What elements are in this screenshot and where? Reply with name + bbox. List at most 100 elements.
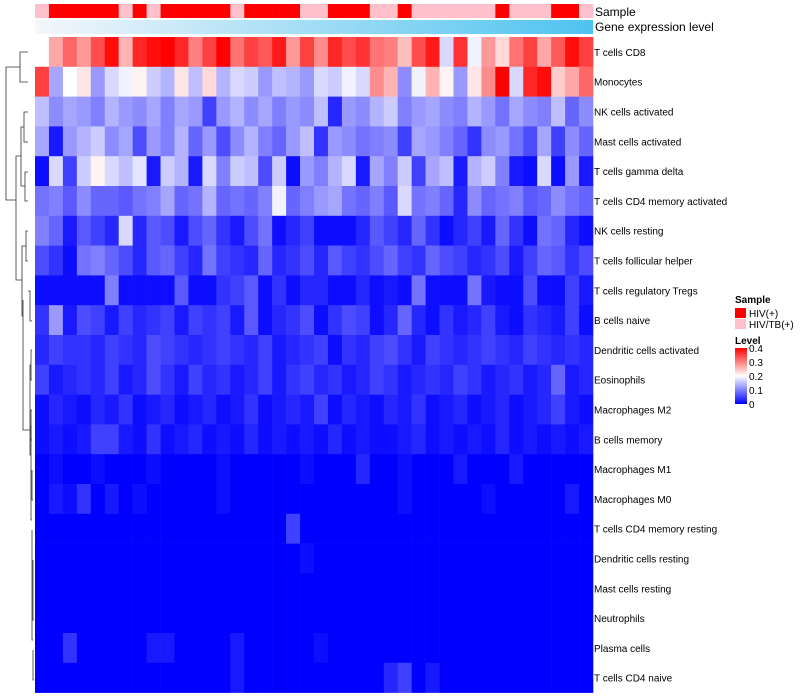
heatmap-cell bbox=[160, 484, 175, 515]
heatmap-cell bbox=[411, 364, 426, 395]
heatmap-cell bbox=[467, 573, 482, 604]
heatmap-cell bbox=[216, 513, 231, 544]
heatmap-cell bbox=[160, 513, 175, 544]
heatmap-cell bbox=[579, 603, 594, 634]
heatmap-cell bbox=[132, 186, 147, 217]
heatmap-cell bbox=[327, 543, 343, 574]
heatmap-cell bbox=[397, 335, 412, 366]
heatmap-cell bbox=[132, 66, 147, 97]
heatmap-cell bbox=[327, 394, 343, 425]
heatmap-cell bbox=[551, 633, 566, 664]
heatmap-cell bbox=[327, 245, 343, 276]
heatmap-cell bbox=[397, 186, 412, 217]
heatmap-cell bbox=[439, 186, 454, 217]
heatmap-cell bbox=[355, 96, 371, 127]
sample-annotation-cell bbox=[341, 4, 357, 18]
heatmap-cell bbox=[397, 215, 412, 246]
heatmap-cell bbox=[174, 37, 189, 68]
heatmap-cell bbox=[523, 215, 538, 246]
heatmap-cell bbox=[495, 603, 510, 634]
heatmap-cell bbox=[160, 633, 175, 664]
heatmap-cell bbox=[467, 37, 482, 68]
sample-annotation-cell bbox=[258, 4, 273, 18]
heatmap-cell bbox=[383, 484, 398, 515]
heatmap-cell bbox=[383, 633, 398, 664]
sample-annotation-cell bbox=[35, 4, 50, 18]
heatmap-cell bbox=[509, 305, 524, 336]
heatmap-cell bbox=[272, 662, 287, 693]
heatmap-cell bbox=[481, 96, 496, 127]
heatmap-cell bbox=[369, 424, 385, 455]
heatmap-cell bbox=[286, 215, 301, 246]
heatmap-cell bbox=[272, 96, 287, 127]
heatmap-cell bbox=[565, 96, 580, 127]
heatmap-cell bbox=[314, 633, 329, 664]
heatmap-cell bbox=[216, 186, 231, 217]
heatmap-cell bbox=[118, 573, 133, 604]
heatmap-cell bbox=[523, 662, 538, 693]
heatmap-cell bbox=[411, 275, 426, 306]
heatmap-cell bbox=[90, 662, 106, 693]
heatmap-cell bbox=[188, 633, 203, 664]
heatmap-cell bbox=[341, 126, 357, 157]
heatmap-cell bbox=[481, 156, 496, 187]
heatmap-cell bbox=[314, 573, 329, 604]
level-legend-title: Level bbox=[735, 336, 761, 347]
heatmap-cell bbox=[300, 245, 315, 276]
heatmap-cell bbox=[341, 424, 357, 455]
sample-annotation-cell bbox=[551, 4, 566, 18]
heatmap-cell bbox=[383, 96, 398, 127]
heatmap-cell bbox=[76, 37, 92, 68]
heatmap-cell bbox=[188, 275, 203, 306]
heatmap-cell bbox=[146, 424, 161, 455]
heatmap-cell bbox=[244, 573, 259, 604]
heatmap-cell bbox=[327, 603, 343, 634]
heatmap-cell bbox=[439, 305, 454, 336]
sample-annotation-cell bbox=[216, 4, 231, 18]
heatmap-cell bbox=[258, 364, 273, 395]
heatmap-cell bbox=[537, 454, 552, 485]
heatmap-cell bbox=[579, 245, 594, 276]
sample-legend: Sample HIV(+) HIV/TB(+) bbox=[735, 295, 794, 331]
heatmap-cell bbox=[341, 186, 357, 217]
heatmap-cell bbox=[481, 66, 496, 97]
heatmap-cell bbox=[369, 215, 385, 246]
heatmap-cell bbox=[160, 662, 175, 693]
heatmap-cell bbox=[397, 156, 412, 187]
heatmap-cell bbox=[146, 96, 161, 127]
heatmap-cell bbox=[104, 573, 119, 604]
heatmap-cell bbox=[146, 454, 161, 485]
heatmap-cell bbox=[397, 37, 412, 68]
heatmap-cell bbox=[146, 126, 161, 157]
heatmap-cell bbox=[579, 364, 594, 395]
heatmap-cell bbox=[90, 513, 106, 544]
row-label: Eosinophils bbox=[594, 376, 645, 387]
heatmap-cell bbox=[355, 454, 371, 485]
heatmap-cell bbox=[509, 364, 524, 395]
heatmap-cell bbox=[286, 245, 301, 276]
heatmap-cell bbox=[202, 573, 217, 604]
heatmap-cell bbox=[300, 275, 315, 306]
row-label: B cells naive bbox=[594, 316, 651, 327]
heatmap-cell bbox=[481, 215, 496, 246]
heatmap-cell bbox=[327, 454, 343, 485]
heatmap-cell bbox=[174, 454, 189, 485]
heatmap-cell bbox=[244, 394, 259, 425]
legend-label-hiv: HIV(+) bbox=[749, 309, 778, 320]
heatmap-cell bbox=[216, 305, 231, 336]
row-labels: T cells CD8 Monocytes NK cells activated Ma… bbox=[594, 48, 727, 685]
heatmap-cell bbox=[146, 484, 161, 515]
heatmap-cell bbox=[132, 484, 147, 515]
heatmap-cell bbox=[467, 543, 482, 574]
heatmap-cell bbox=[383, 603, 398, 634]
heatmap-cell bbox=[565, 662, 580, 693]
heatmap-cell bbox=[397, 394, 412, 425]
heatmap-cell bbox=[76, 662, 92, 693]
heatmap-cell bbox=[411, 96, 426, 127]
heatmap-cell bbox=[258, 37, 273, 68]
heatmap-cell bbox=[90, 364, 106, 395]
heatmap-cell bbox=[411, 37, 426, 68]
heatmap-cell bbox=[481, 424, 496, 455]
heatmap-cell bbox=[425, 156, 440, 187]
heatmap-cell bbox=[551, 484, 566, 515]
